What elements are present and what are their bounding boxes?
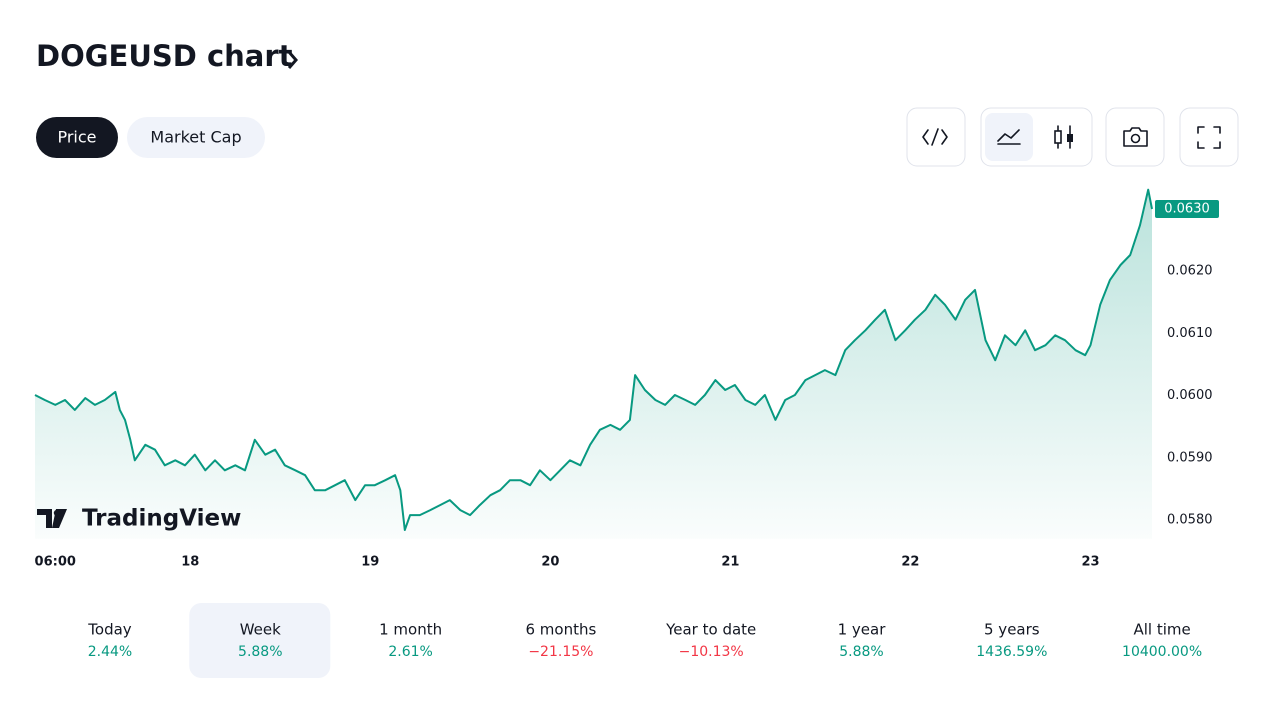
tab[interactable]	[127, 117, 265, 158]
period-label[interactable]: Week	[240, 621, 281, 639]
y-tick-label: 0.0580	[1167, 513, 1213, 528]
period-change[interactable]: 5.88%	[238, 644, 282, 660]
tab[interactable]	[36, 117, 118, 158]
x-tick-label: 19	[361, 555, 379, 570]
x-tick-label: 21	[721, 555, 739, 570]
camera-icon	[1123, 127, 1148, 147]
period-label[interactable]: 1 year	[838, 621, 887, 639]
area-fill	[35, 189, 1152, 539]
candle-style-button[interactable]	[1039, 113, 1087, 161]
y-tick-label: 0.0620	[1167, 264, 1213, 279]
tab-label[interactable]: Market Cap	[150, 128, 241, 147]
chart: 0.0580 0.0590 0.0600 0.0610 0.0620 0.0630 06:0…	[34, 188, 1219, 570]
period-change[interactable]: 2.61%	[388, 644, 432, 660]
page-title[interactable]: DOGEUSD chart	[36, 39, 293, 73]
current-price-badge	[1155, 199, 1219, 218]
period-change[interactable]: 10400.00%	[1122, 644, 1202, 660]
y-tick-label: 0.0600	[1167, 388, 1213, 403]
fullscreen-icon	[1197, 126, 1221, 149]
candle-body	[1054, 130, 1062, 144]
period-change[interactable]: 5.88%	[839, 644, 883, 660]
x-tick-label: 23	[1081, 555, 1099, 570]
embed-icon	[922, 128, 948, 146]
logo-text: TradingView	[82, 506, 241, 532]
period-label[interactable]: 1 month	[379, 621, 442, 639]
x-tick-label: 22	[901, 555, 919, 570]
current-price-label: 0.0630	[1164, 201, 1210, 216]
period-label[interactable]: 6 months	[525, 621, 596, 639]
period-change[interactable]: −10.13%	[679, 644, 744, 660]
y-tick-label: 0.0590	[1167, 450, 1213, 465]
period-label[interactable]: Today	[87, 621, 132, 639]
fullscreen-button[interactable]	[1179, 107, 1239, 167]
period-label[interactable]: All time	[1133, 621, 1190, 639]
period-change[interactable]: 1436.59%	[976, 644, 1047, 660]
period-label[interactable]: Year to date	[665, 621, 756, 639]
period-change[interactable]: −21.15%	[528, 644, 593, 660]
period-change[interactable]: 2.44%	[88, 644, 132, 660]
embed-button[interactable]	[906, 107, 966, 167]
logo: TradingView	[37, 506, 241, 532]
toolbar	[906, 107, 1239, 167]
period-label[interactable]: 5 years	[984, 621, 1040, 639]
x-tick-label: 20	[541, 555, 559, 570]
tab-label[interactable]: Price	[57, 128, 96, 147]
area-icon	[997, 129, 1021, 145]
snapshot-button[interactable]	[1105, 107, 1165, 167]
x-tick-label: 18	[181, 555, 199, 570]
logo-dot	[53, 509, 61, 517]
period-highlight[interactable]	[189, 603, 331, 678]
price-line	[34, 188, 1153, 531]
title-arrow[interactable]	[287, 51, 298, 69]
x-tick-label: 06:00	[35, 555, 76, 570]
candle-body	[1067, 134, 1073, 142]
y-tick-label: 0.0610	[1167, 326, 1213, 341]
camera-lens	[1130, 133, 1141, 144]
